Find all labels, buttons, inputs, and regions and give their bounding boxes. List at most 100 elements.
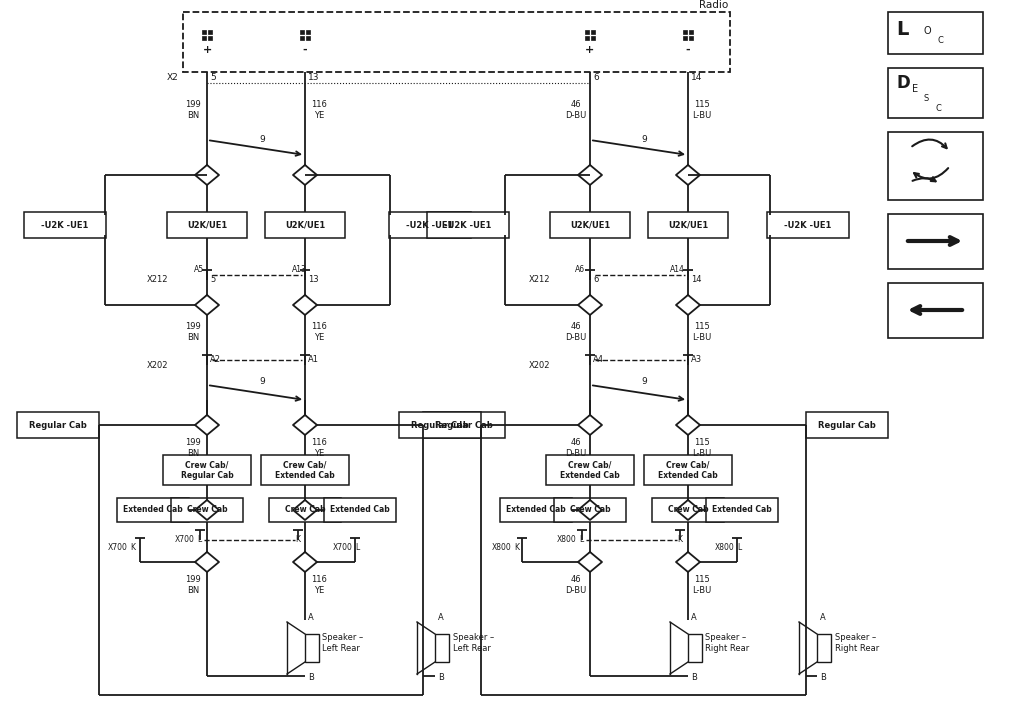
Text: Extended Cab: Extended Cab [506,505,566,515]
Bar [817,634,831,662]
Bar [888,214,983,269]
Text: X212: X212 [146,275,168,285]
Text: S: S [924,94,929,103]
Text: 9: 9 [641,136,647,144]
Text: A: A [308,614,313,622]
Text: A5: A5 [194,265,204,275]
Bar [389,212,471,238]
Text: X800: X800 [557,536,577,544]
Text: 199
BN: 199 BN [185,322,201,342]
Bar [202,30,206,35]
Text: L: L [355,544,359,552]
Text: 13: 13 [308,275,318,285]
Bar [585,36,589,40]
Bar [591,30,595,35]
Text: Crew Cab: Crew Cab [668,505,709,515]
Bar [888,132,983,200]
Bar [24,212,106,238]
Text: -: - [686,45,690,55]
Text: A13: A13 [292,265,307,275]
Text: X202: X202 [528,360,550,369]
Bar [265,212,345,238]
Text: 14: 14 [691,74,702,82]
Text: C: C [936,104,942,113]
Text: B: B [438,673,443,683]
Text: L: L [197,536,202,544]
Bar [208,36,212,40]
Text: Crew Cab: Crew Cab [569,505,610,515]
Bar [648,212,728,238]
Text: Crew Cab/
Extended Cab: Crew Cab/ Extended Cab [658,460,718,479]
Text: A2: A2 [210,355,221,365]
Text: 9: 9 [641,378,647,386]
Bar [546,455,634,485]
Bar [806,412,888,438]
Bar [208,30,212,35]
Text: C: C [938,36,944,45]
Text: Crew Cab/
Extended Cab: Crew Cab/ Extended Cab [560,460,620,479]
Bar [554,498,626,522]
Text: 199
BN: 199 BN [185,575,201,595]
Text: 13: 13 [308,74,319,82]
Bar [306,30,310,35]
Text: L: L [737,544,741,552]
Text: 116
YE: 116 YE [311,322,327,342]
Text: A3: A3 [691,355,702,365]
Bar [399,412,481,438]
Bar [306,36,310,40]
Text: 115
L-BU: 115 L-BU [692,322,712,342]
Text: B: B [308,673,314,683]
Bar [652,498,724,522]
Text: L: L [579,536,584,544]
Bar [688,634,702,662]
Text: X700: X700 [175,536,195,544]
Text: X700: X700 [109,544,128,552]
Text: 199
BN: 199 BN [185,100,201,120]
Bar [706,498,778,522]
Text: A: A [438,614,443,622]
Text: 46
D-BU: 46 D-BU [565,438,587,458]
Text: B: B [820,673,826,683]
Bar [689,30,693,35]
Bar [888,12,983,54]
Text: 116
YE: 116 YE [311,438,327,458]
Text: 6: 6 [593,275,598,285]
Bar [117,498,189,522]
Text: K: K [514,544,519,552]
Text: Crew Cab: Crew Cab [186,505,227,515]
Text: A: A [820,614,825,622]
Text: +: + [203,45,212,55]
Text: 6: 6 [593,74,599,82]
Bar [888,68,983,118]
Text: O: O [924,26,932,36]
Bar [689,36,693,40]
Text: D: D [896,74,909,92]
Text: K: K [130,544,135,552]
Bar [550,212,630,238]
Text: U2K/UE1: U2K/UE1 [668,221,709,229]
Bar [17,412,99,438]
Text: A: A [691,614,696,622]
Bar [500,498,572,522]
Text: -U2K -UE1: -U2K -UE1 [407,221,454,229]
Text: A4: A4 [593,355,604,365]
Text: Speaker –
Right Rear: Speaker – Right Rear [835,633,880,653]
Text: U2K/UE1: U2K/UE1 [570,221,610,229]
Text: X212: X212 [528,275,550,285]
Bar [683,30,687,35]
Text: -: - [303,45,307,55]
Bar [171,498,243,522]
Bar [300,36,304,40]
Text: X2: X2 [166,74,178,82]
Text: 199
BN: 199 BN [185,438,201,458]
Bar [324,498,396,522]
Bar [167,212,247,238]
Text: Regular Cab: Regular Cab [818,420,876,430]
Bar [269,498,341,522]
Text: Speaker –
Left Rear: Speaker – Left Rear [322,633,364,653]
Text: A1: A1 [308,355,319,365]
Text: K: K [677,536,682,544]
Bar [888,283,983,338]
Text: 14: 14 [691,275,701,285]
Text: Crew Cab: Crew Cab [285,505,326,515]
